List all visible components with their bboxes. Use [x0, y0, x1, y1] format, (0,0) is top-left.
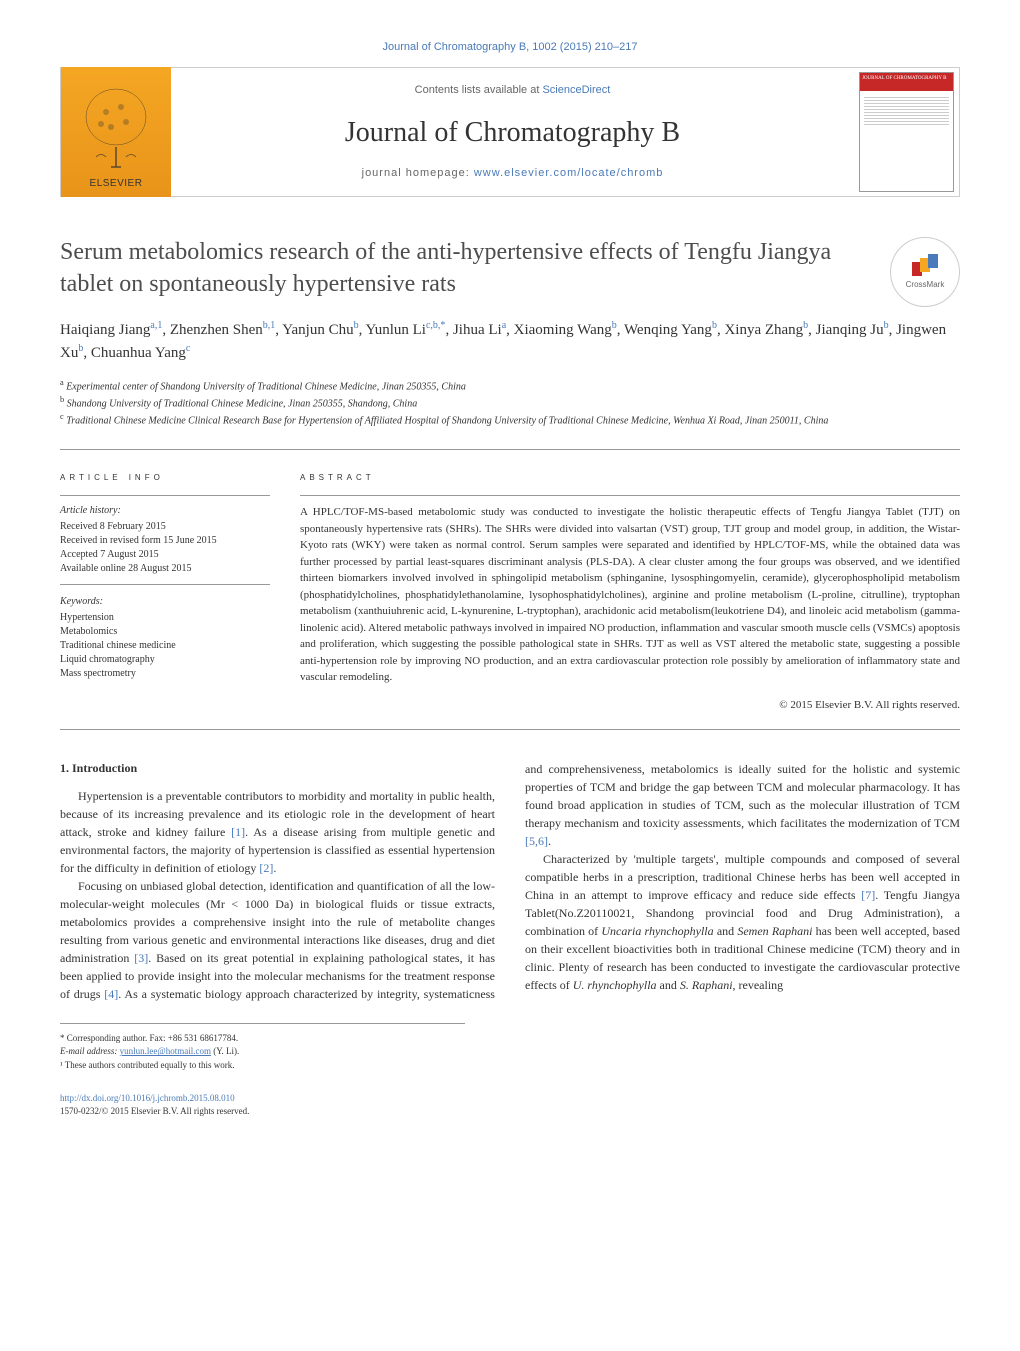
history-label: Article history: [60, 504, 270, 518]
crossmark-badge[interactable]: CrossMark [890, 237, 960, 307]
body-paragraph: Characterized by 'multiple targets', mul… [525, 850, 960, 994]
journal-name: Journal of Chromatography B [191, 113, 834, 152]
contents-line: Contents lists available at ScienceDirec… [191, 83, 834, 98]
article-info-heading: article info [60, 470, 270, 485]
keyword-item: Metabolomics [60, 625, 270, 639]
body-section: 1. Introduction Hypertension is a preven… [60, 760, 960, 1003]
elsevier-tree-icon [76, 82, 156, 182]
article-info-panel: article info Article history: Received 8… [60, 470, 270, 713]
affiliations: a Experimental center of Shandong Univer… [60, 377, 960, 429]
affiliation-item: c Traditional Chinese Medicine Clinical … [60, 411, 960, 428]
divider [60, 449, 960, 450]
cover-header: JOURNAL OF CHROMATOGRAPHY B [860, 73, 953, 91]
keyword-item: Traditional chinese medicine [60, 639, 270, 653]
homepage-link[interactable]: www.elsevier.com/locate/chromb [474, 167, 664, 179]
crossmark-label: CrossMark [906, 279, 945, 290]
footnotes: * Corresponding author. Fax: +86 531 686… [60, 1023, 465, 1073]
elsevier-logo: ELSEVIER [61, 67, 171, 197]
banner-center: Contents lists available at ScienceDirec… [171, 73, 854, 191]
divider [60, 729, 960, 730]
history-item: Accepted 7 August 2015 [60, 548, 270, 562]
doi-link[interactable]: http://dx.doi.org/10.1016/j.jchromb.2015… [60, 1093, 235, 1103]
crossmark-icon [910, 254, 940, 279]
history-item: Received 8 February 2015 [60, 520, 270, 534]
email-line: E-mail address: yunlun.lee@hotmail.com (… [60, 1045, 465, 1059]
history-item: Received in revised form 15 June 2015 [60, 534, 270, 548]
doi-block: http://dx.doi.org/10.1016/j.jchromb.2015… [60, 1092, 960, 1117]
keyword-item: Hypertension [60, 611, 270, 625]
email-suffix: (Y. Li). [211, 1046, 239, 1056]
keyword-item: Liquid chromatography [60, 653, 270, 667]
abstract-text: A HPLC/TOF-MS-based metabolomic study wa… [300, 504, 960, 686]
article-header: CrossMark Serum metabolomics research of… [60, 237, 960, 428]
citation-header: Journal of Chromatography B, 1002 (2015)… [60, 40, 960, 55]
body-paragraph: Hypertension is a preventable contributo… [60, 787, 495, 877]
affiliation-item: a Experimental center of Shandong Univer… [60, 377, 960, 394]
authors-list: Haiqiang Jianga,1, Zhenzhen Shenb,1, Yan… [60, 318, 960, 365]
author-email-link[interactable]: yunlun.lee@hotmail.com [120, 1046, 211, 1056]
issn-copyright: 1570-0232/© 2015 Elsevier B.V. All right… [60, 1105, 960, 1118]
journal-banner: ELSEVIER Contents lists available at Sci… [60, 67, 960, 197]
contents-prefix: Contents lists available at [415, 84, 543, 96]
intro-heading: 1. Introduction [60, 760, 495, 777]
journal-cover-thumbnail: JOURNAL OF CHROMATOGRAPHY B [859, 72, 954, 192]
info-abstract-row: article info Article history: Received 8… [60, 470, 960, 713]
corresponding-author-note: * Corresponding author. Fax: +86 531 686… [60, 1032, 465, 1046]
sciencedirect-link[interactable]: ScienceDirect [542, 84, 610, 96]
equal-contribution-note: ¹ These authors contributed equally to t… [60, 1059, 465, 1073]
homepage-prefix: journal homepage: [362, 167, 474, 179]
homepage-line: journal homepage: www.elsevier.com/locat… [191, 166, 834, 181]
abstract-copyright: © 2015 Elsevier B.V. All rights reserved… [300, 698, 960, 713]
abstract-panel: abstract A HPLC/TOF-MS-based metabolomic… [300, 470, 960, 713]
keyword-item: Mass spectrometry [60, 667, 270, 681]
abstract-heading: abstract [300, 470, 960, 485]
article-title: Serum metabolomics research of the anti-… [60, 237, 960, 299]
affiliation-item: b Shandong University of Traditional Chi… [60, 394, 960, 411]
history-item: Available online 28 August 2015 [60, 562, 270, 576]
elsevier-label: ELSEVIER [61, 177, 171, 191]
keywords-label: Keywords: [60, 595, 270, 609]
email-label: E-mail address: [60, 1046, 120, 1056]
